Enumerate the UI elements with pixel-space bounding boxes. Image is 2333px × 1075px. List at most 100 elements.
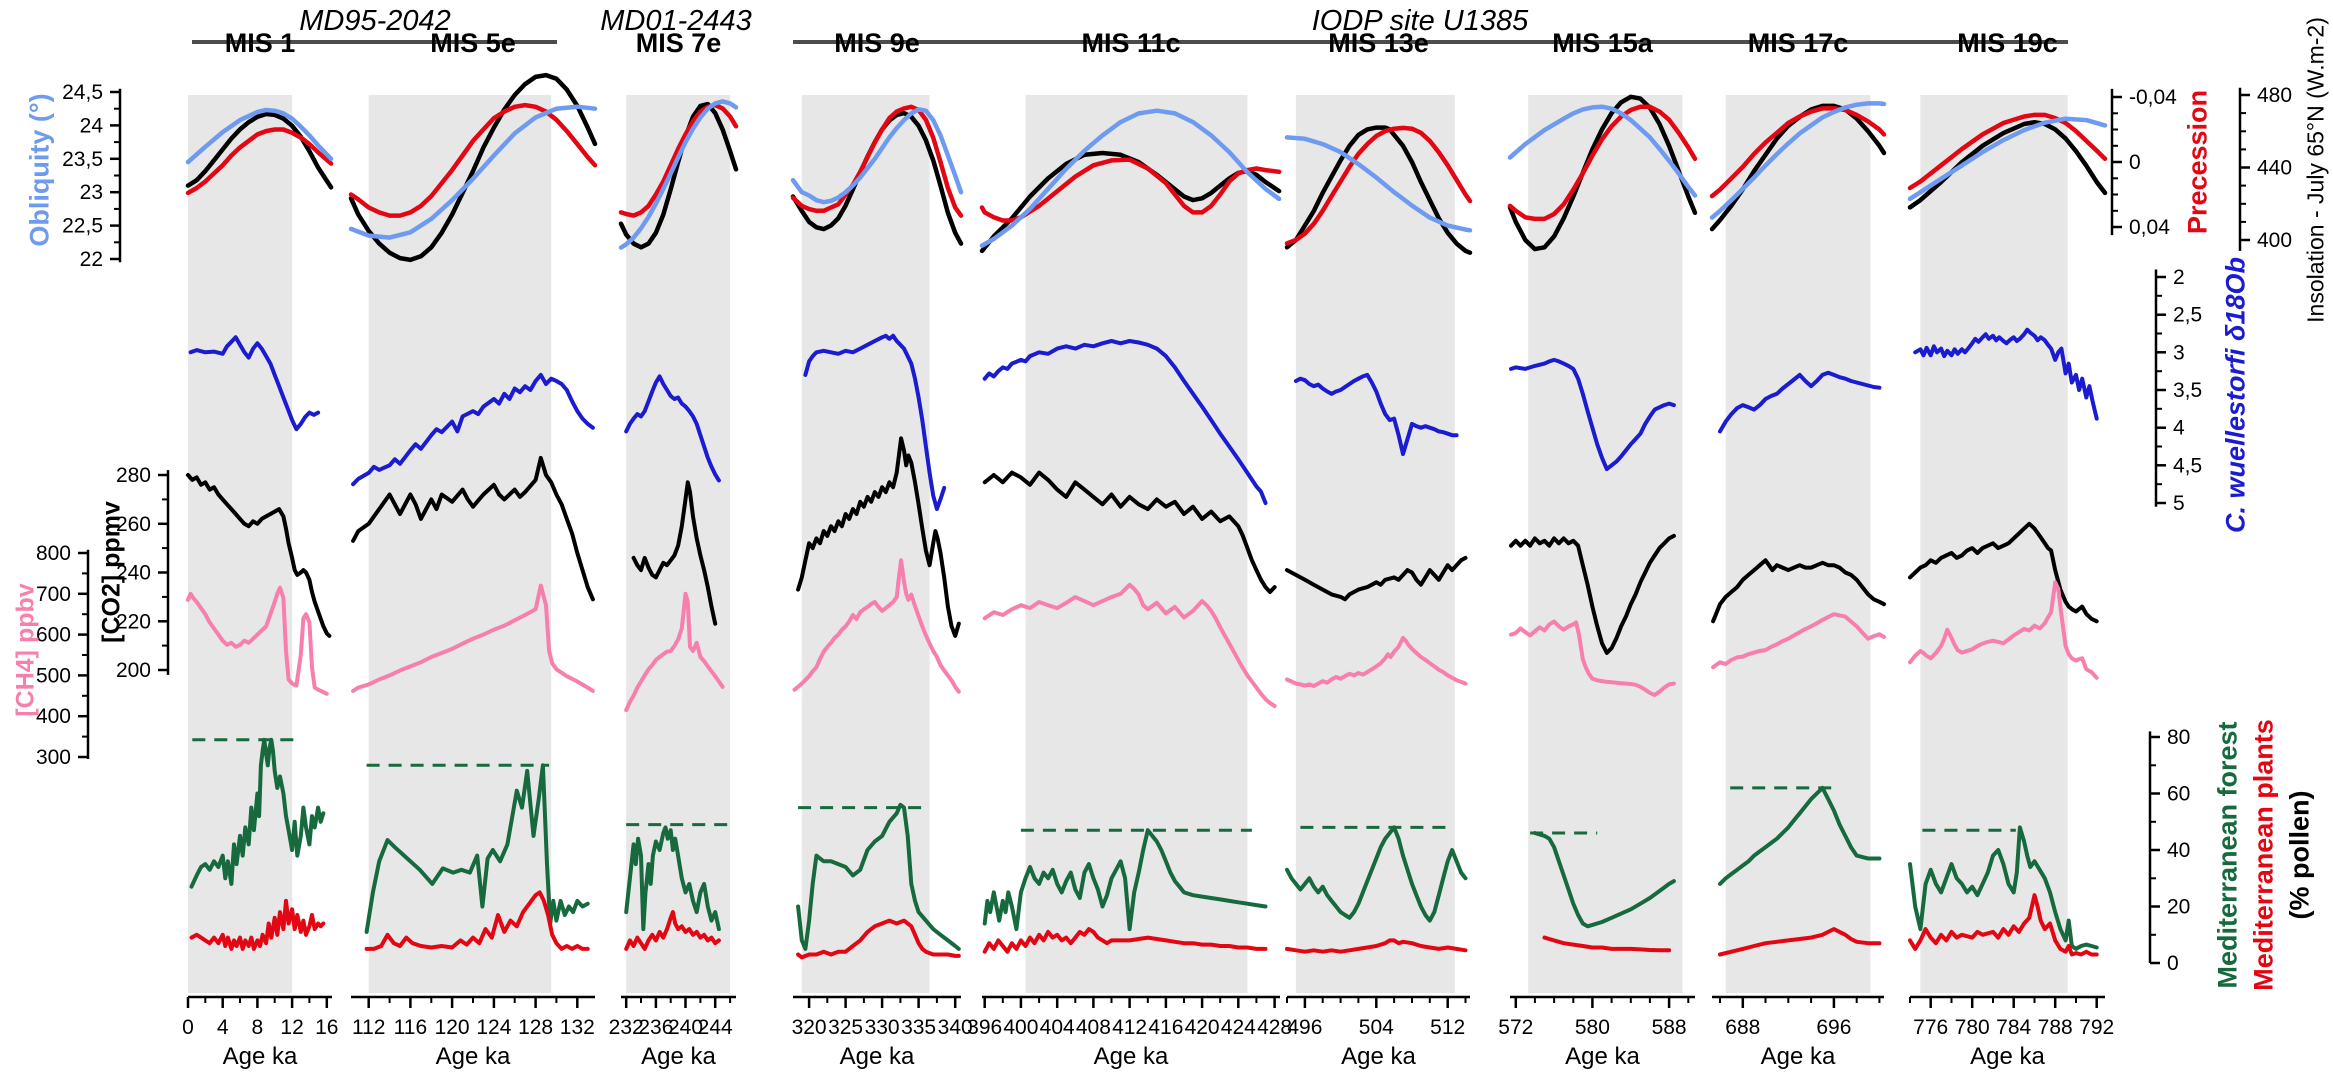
x-tick-label: 325 [828,1016,863,1039]
series-precession-mis-19c [1907,112,2108,191]
x-tick-label: 780 [1955,1016,1990,1039]
interglacial-band-mis-1 [188,95,293,993]
pollen-unit-axis-title: (% pollen) [2284,790,2315,920]
series-obliquity-mis-17c [1709,101,1887,220]
x-tick-label: 128 [518,1016,553,1039]
series-ch4-mis-19c [1908,580,2099,680]
y-tick-label-pollen: 60 [2167,783,2190,806]
series-obliquity-mis-9e [790,107,964,205]
x-tick-label: 4 [217,1016,229,1039]
series-obliquity-mis-19c [1907,116,2108,202]
series-d18o-mis-7e [624,374,721,483]
mis-label-mis-5e: MIS 5e [430,28,516,58]
y-tick-label-insolation: 480 [2257,84,2292,107]
series-plants-mis-19c [1908,893,2099,957]
series-d18o-mis-15a [1509,357,1676,472]
axis-precession [2110,88,2122,236]
series-plants-mis-13e [1285,938,1468,954]
panel-mis-7e [618,99,739,1008]
age-axis-title-mis-17c: Age ka [1761,1043,1836,1070]
y-tick-label-d18o: 2 [2173,266,2185,289]
series-insolation-mis-5e [348,72,598,263]
panel-mis-19c [1907,112,2108,1008]
y-tick-label-precession: -0,04 [2129,86,2177,109]
series-obliquity-mis-11c [979,108,1282,248]
y-tick-label-co2: 240 [116,562,151,585]
panel-mis-15a [1507,94,1698,1008]
series-ch4-mis-7e [624,591,725,713]
y-tick-label-obliquity: 22 [80,248,103,271]
series-ch4-mis-5e [351,583,595,693]
x-tick-label: 236 [638,1016,673,1039]
interglacial-band-mis-11c [1025,95,1248,993]
series-obliquity-mis-5e [348,104,598,240]
mis-label-mis-9e: MIS 9e [834,28,920,58]
site-title-1: MD01-2443 [600,5,752,37]
y-tick-label-co2: 220 [116,610,151,633]
y-tick-label-obliquity: 23,5 [62,148,103,171]
y-tick-label-ch4: 500 [36,664,71,687]
y-tick-label-insolation: 400 [2257,229,2292,252]
x-tick-label: 424 [1221,1016,1256,1039]
age-axis-title-mis-15a: Age ka [1565,1043,1640,1070]
axis-d18o [2154,269,2166,507]
series-d18o-mis-11c [982,339,1268,505]
obliquity-axis-title: Obliquity (°) [24,93,55,247]
x-tick-label: 120 [435,1016,470,1039]
x-tick-label: 428 [1257,1016,1292,1039]
x-tick-label: 12 [280,1016,303,1039]
age-axis-title-mis-9e: Age ka [840,1043,915,1070]
x-tick-label: 412 [1112,1016,1147,1039]
x-tick-label: 404 [1040,1016,1075,1039]
x-tick-label: 330 [865,1016,900,1039]
mis-label-mis-15a: MIS 15a [1552,28,1654,58]
series-forest-mis-5e [364,763,590,934]
series-plants-mis-5e [364,890,590,951]
x-tick-label: 580 [1575,1016,1610,1039]
co2-axis-title: [CO2] ppmv [97,501,126,643]
y-tick-label-d18o: 4,5 [2173,454,2202,477]
interglacial-band-mis-13e [1295,95,1455,993]
y-tick-label-ch4: 400 [36,705,71,728]
x-tick-label: 320 [792,1016,827,1039]
x-tick-label: 240 [668,1016,703,1039]
x-tick-label: 420 [1185,1016,1220,1039]
series-forest-mis-9e [796,802,961,951]
y-tick-label-precession: 0 [2129,151,2141,174]
x-tick-label: 400 [1003,1016,1038,1039]
axis-co2 [158,470,170,675]
forest-axis-title: Mediterranean forest [2212,721,2243,989]
series-plants-mis-1 [189,898,326,951]
series-obliquity-mis-7e [618,99,739,250]
y-tick-label-d18o: 3 [2173,341,2185,364]
series-plants-mis-9e [796,918,961,960]
mis-label-mis-13e: MIS 13e [1328,28,1429,58]
series-forest-mis-15a [1532,831,1676,929]
series-obliquity-mis-15a [1507,104,1698,198]
series-ch4-mis-15a [1509,619,1676,697]
mis-label-mis-17c: MIS 17c [1748,28,1849,58]
x-tick-label: 132 [560,1016,595,1039]
age-axis-title-mis-7e: Age ka [641,1043,716,1070]
series-co2-mis-17c [1711,558,1886,624]
x-tick-label: 116 [394,1016,427,1039]
y-tick-label-ch4: 800 [36,542,71,565]
series-co2-mis-13e [1285,555,1468,602]
x-tick-label: 504 [1359,1016,1394,1039]
series-d18o-mis-19c [1913,327,2099,421]
panel-mis-5e [348,72,598,1008]
y-tick-label-d18o: 2,5 [2173,304,2202,327]
series-ch4-mis-17c [1711,612,1886,670]
series-precession-mis-7e [618,102,739,218]
series-ch4-mis-13e [1285,635,1468,688]
panel-mis-17c [1709,101,1887,1008]
site-title-2: IODP site U1385 [1312,5,1529,37]
y-tick-label-ch4: 700 [36,583,71,606]
y-tick-label-ch4: 300 [36,746,71,769]
age-axis-title-mis-5e: Age ka [436,1043,511,1070]
series-precession-mis-1 [185,127,334,196]
x-tick-label: 16 [315,1016,338,1039]
series-ch4-mis-1 [186,585,329,696]
